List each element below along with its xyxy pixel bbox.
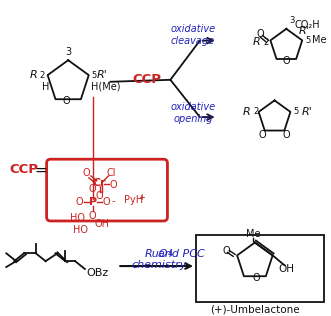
Text: P: P [89,198,97,207]
Text: cleavage: cleavage [171,36,215,46]
Text: 2: 2 [39,70,45,80]
Text: O: O [82,168,90,178]
Text: CCP: CCP [132,73,161,86]
Text: O: O [222,246,230,257]
Text: PyH: PyH [124,195,143,205]
Text: 3: 3 [289,16,295,26]
Text: OH: OH [278,264,294,274]
Text: OBz: OBz [86,268,108,278]
Text: O: O [110,180,117,190]
Text: 2: 2 [253,107,258,116]
Text: oxidative: oxidative [170,24,215,34]
Text: HO: HO [73,225,88,235]
Text: O: O [75,198,83,207]
Text: Me: Me [312,35,327,46]
Text: HO: HO [70,213,85,223]
Text: O: O [63,96,70,106]
Text: opening: opening [173,114,213,124]
Text: +: + [138,193,145,202]
Text: RuO: RuO [145,249,168,259]
Text: =: = [35,162,48,178]
Text: O: O [283,56,290,66]
Text: 2: 2 [263,38,268,47]
Text: 4: 4 [168,249,173,258]
Text: O: O [257,29,264,40]
Text: H: H [42,82,49,92]
Text: CCP: CCP [9,163,38,177]
Text: CO₂H: CO₂H [294,20,320,30]
Text: R: R [253,37,260,47]
Text: (+)-Umbelactone: (+)-Umbelactone [210,304,300,314]
Text: O: O [259,131,266,140]
Text: R': R' [97,70,108,80]
FancyBboxPatch shape [47,159,167,221]
Text: Cr: Cr [93,178,107,188]
Text: 5: 5 [305,36,310,45]
Text: O: O [282,131,290,140]
Text: H(Me): H(Me) [91,82,120,92]
Text: 3: 3 [65,47,71,58]
Text: Me: Me [246,229,260,239]
Text: 5: 5 [92,70,97,80]
Text: -: - [112,196,115,206]
Text: and PCC: and PCC [158,249,205,259]
Text: oxidative: oxidative [170,102,215,112]
Text: OH: OH [95,219,110,229]
FancyBboxPatch shape [196,235,324,302]
Text: O: O [89,184,97,194]
Text: O: O [103,198,110,207]
Text: chemistry: chemistry [132,260,187,270]
Text: R: R [30,70,38,80]
Text: O: O [89,211,97,221]
Text: R': R' [301,107,312,117]
Text: Cl: Cl [107,168,116,178]
Text: R: R [243,107,251,117]
Text: R': R' [299,26,309,35]
Text: O: O [96,191,104,202]
Text: O: O [252,273,260,283]
Text: 5: 5 [293,107,299,116]
